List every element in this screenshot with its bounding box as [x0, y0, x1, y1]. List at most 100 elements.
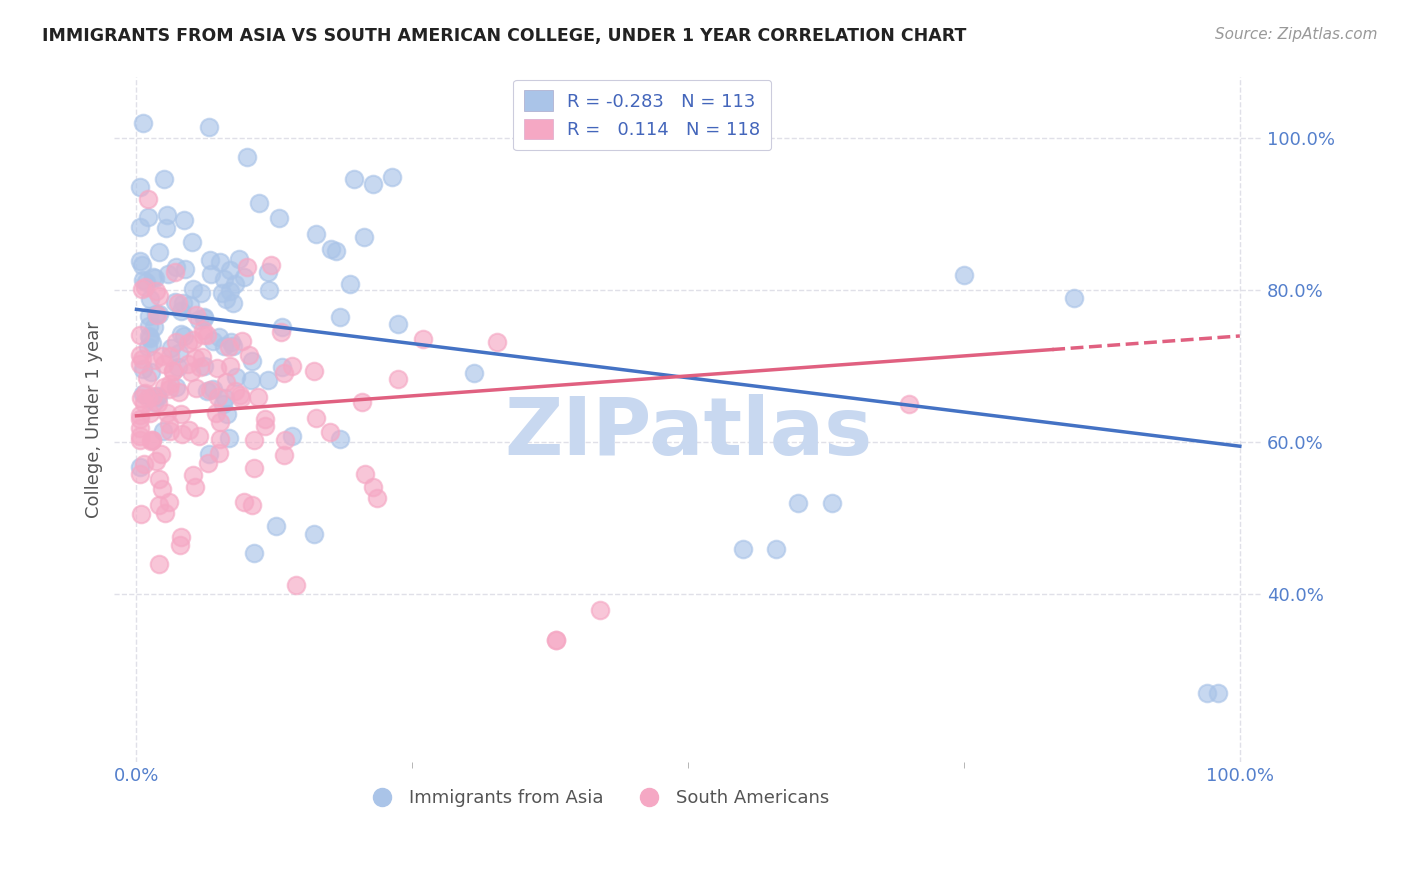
Point [366, 491, 388, 506]
Point [897, 397, 920, 411]
Point [162, 363, 184, 377]
Point [170, 530, 193, 544]
Point [167, 296, 190, 310]
Legend: Immigrants from Asia, South Americans: Immigrants from Asia, South Americans [357, 782, 837, 814]
Point [271, 319, 294, 334]
Point [229, 391, 252, 405]
Point [221, 334, 243, 349]
Point [128, 429, 150, 443]
Point [157, 495, 180, 509]
Point [128, 348, 150, 362]
Point [184, 480, 207, 494]
Point [179, 298, 201, 312]
Point [132, 273, 155, 287]
Point [350, 395, 373, 409]
Point [233, 495, 256, 509]
Point [153, 357, 176, 371]
Point [243, 546, 266, 560]
Point [143, 270, 166, 285]
Point [141, 365, 163, 379]
Point [197, 384, 219, 399]
Point [215, 407, 238, 421]
Point [242, 460, 264, 475]
Point [148, 244, 170, 259]
Point [787, 496, 810, 510]
Point [188, 313, 211, 327]
Point [145, 453, 167, 467]
Point [219, 359, 242, 373]
Point [128, 328, 150, 343]
Point [1195, 686, 1218, 700]
Point [253, 412, 276, 426]
Point [135, 370, 157, 384]
Point [209, 254, 232, 268]
Point [156, 406, 179, 420]
Point [236, 260, 259, 274]
Point [128, 220, 150, 235]
Point [138, 329, 160, 343]
Point [150, 350, 173, 364]
Point [169, 538, 191, 552]
Point [485, 334, 508, 349]
Point [339, 277, 361, 291]
Point [141, 433, 163, 447]
Point [160, 341, 183, 355]
Point [267, 211, 290, 226]
Point [270, 360, 292, 375]
Point [156, 208, 179, 222]
Point [152, 424, 174, 438]
Point [329, 432, 352, 446]
Point [305, 411, 328, 425]
Point [134, 396, 156, 410]
Point [257, 283, 280, 297]
Point [129, 507, 152, 521]
Point [162, 364, 184, 378]
Point [128, 433, 150, 447]
Point [153, 507, 176, 521]
Point [136, 192, 159, 206]
Point [157, 417, 180, 431]
Point [143, 353, 166, 368]
Point [170, 303, 193, 318]
Point [319, 425, 342, 439]
Point [325, 244, 347, 258]
Point [329, 310, 352, 324]
Point [193, 310, 215, 324]
Point [181, 282, 204, 296]
Point [163, 265, 186, 279]
Point [165, 295, 187, 310]
Point [228, 252, 250, 266]
Point [142, 395, 165, 409]
Point [285, 578, 308, 592]
Point [205, 360, 228, 375]
Point [139, 292, 162, 306]
Point [184, 309, 207, 323]
Point [274, 434, 297, 448]
Point [134, 458, 156, 472]
Point [141, 434, 163, 449]
Point [191, 323, 214, 337]
Point [180, 365, 202, 379]
Point [215, 375, 238, 389]
Point [139, 331, 162, 345]
Point [198, 383, 221, 397]
Point [138, 340, 160, 354]
Point [148, 472, 170, 486]
Point [165, 334, 187, 349]
Point [201, 382, 224, 396]
Point [387, 372, 409, 386]
Point [353, 230, 375, 244]
Point [145, 284, 167, 298]
Point [589, 603, 612, 617]
Point [229, 388, 252, 402]
Point [173, 329, 195, 343]
Point [191, 351, 214, 365]
Point [247, 390, 270, 404]
Point [165, 379, 187, 393]
Point [142, 269, 165, 284]
Point [544, 633, 567, 648]
Point [169, 385, 191, 400]
Point [142, 389, 165, 403]
Point [190, 286, 212, 301]
Point [463, 366, 485, 380]
